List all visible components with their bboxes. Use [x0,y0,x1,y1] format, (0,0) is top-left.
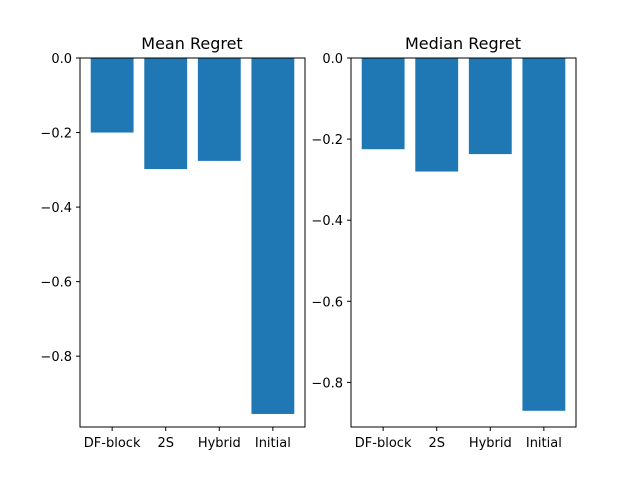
y-tick-label: −0.2 [311,133,343,148]
x-tick-label: 2S [428,436,445,451]
chart-title: Mean Regret [141,34,242,53]
y-tick-label: 0.0 [51,52,72,67]
axes-frame [350,57,577,428]
y-tick-label: 0.0 [322,52,343,67]
y-tick-label: −0.6 [40,276,72,291]
chart-mean-regret: Mean Regret 0.0 −0.2 −0.4 −0.6 −0.8 DF-block 2… [40,34,306,451]
chart-title: Median Regret [405,34,521,53]
y-tick-label: −0.4 [40,201,72,216]
y-tick-label: −0.6 [311,295,343,310]
axes-frame [79,57,306,428]
y-tick-label: −0.8 [311,376,343,391]
y-tick-label: −0.2 [40,127,72,142]
bar-df-block [361,58,405,150]
chart-median-regret: Median Regret 0.0 −0.2 −0.4 −0.6 −0.8 DF-bloc… [311,34,577,451]
bar-initial [522,58,566,411]
bar-2s [415,58,459,172]
x-tick-label: Initial [255,436,291,451]
y-tick-label: −0.8 [40,350,72,365]
bar-df-block [90,58,134,133]
bar-initial [251,58,295,414]
y-tick-label: −0.4 [311,214,343,229]
bar-2s [144,58,188,170]
x-tick-label: DF-block [84,436,141,451]
x-tick-label: Initial [526,436,562,451]
bar-hybrid [468,58,512,155]
x-tick-label: Hybrid [469,436,512,451]
bar-hybrid [197,58,241,161]
x-tick-label: 2S [157,436,174,451]
x-tick-label: DF-block [355,436,412,451]
x-tick-label: Hybrid [198,436,241,451]
